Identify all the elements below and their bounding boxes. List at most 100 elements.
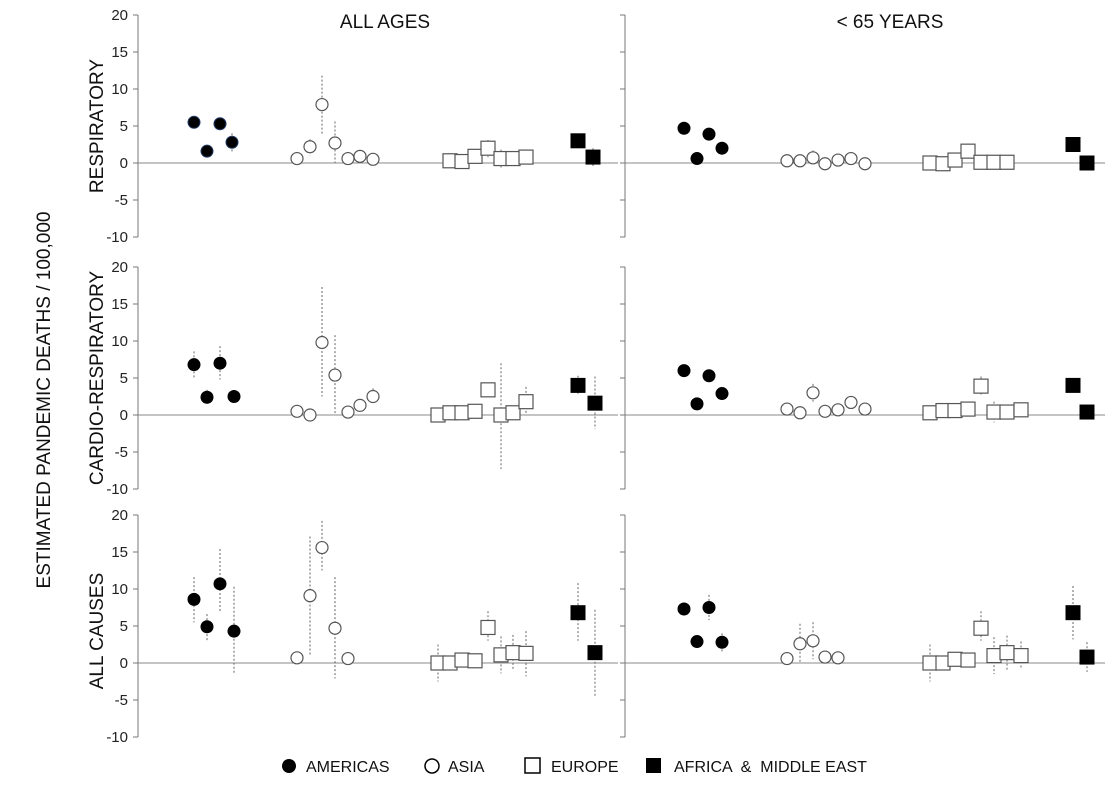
asia-point [780,651,794,666]
legend-label-africa: AFRICA & MIDDLE EAST [674,759,867,776]
y-tick-label: 10 [111,81,128,98]
asia-point [303,140,317,154]
europe-point [947,651,963,667]
asia-point [315,335,329,350]
americas-point [715,387,729,401]
asia-point [844,395,858,410]
row-label: RESPIRATORY [87,59,108,193]
text-layer: 20 15 10 5 0 -5 -10 20 15 10 5 0 -5 -10 20 15 10 5 0 -5 -10 A… [34,7,943,746]
europe-point [505,645,521,661]
europe-point [947,152,963,168]
africa-point [570,605,586,621]
row-label: ALL CAUSES [87,573,108,690]
africa-point [585,149,601,165]
europe-point [973,378,989,394]
asia-point [290,404,304,418]
asia-point [366,389,380,404]
asia-point [831,651,845,665]
americas-point [677,121,691,135]
americas-point [715,141,729,155]
legend-label-europe: EUROPE [551,759,619,776]
europe-point [960,652,976,668]
y-tick-label: 20 [111,7,128,24]
africa-point [1065,377,1081,393]
y-tick-label: 0 [120,655,128,672]
africa-point [587,395,603,411]
americas-point [213,117,227,131]
asia-point [290,651,304,665]
europe-point [922,405,938,421]
europe-point [518,645,534,661]
americas-point [200,144,214,158]
asia-point [366,152,380,166]
europe-point [505,150,521,167]
asia-point [328,621,342,635]
asia-point [831,153,845,167]
europe-point [947,402,963,419]
americas-point [702,369,716,383]
legend: AMERICAS ASIA EUROPE AFRICA & MIDDLE EAST [282,757,867,776]
europe-point [480,140,496,156]
legend-europe-marker [524,757,541,774]
americas-point [227,624,241,638]
europe-point [454,153,470,170]
column-title: ALL AGES [340,12,430,33]
europe-point [922,655,938,671]
asia-point [341,651,355,666]
y-tick-label: -10 [106,729,128,746]
americas-point [227,390,241,403]
europe-point [999,645,1015,661]
europe-point [518,394,534,410]
americas-point [213,577,227,591]
legend-asia-marker [424,758,440,774]
africa-point [570,133,586,149]
asia-point [328,136,342,150]
americas-point [702,127,716,141]
africa-point [1065,137,1081,152]
europe-point [960,401,976,417]
americas-point [677,602,691,616]
asia-point [341,151,355,166]
asia-point [793,154,807,168]
y-tick-label: -10 [106,229,128,246]
americas-point [187,358,201,372]
europe-point [480,619,496,636]
americas-point [225,135,239,149]
asia-point [341,405,355,419]
africa-point [1065,605,1081,621]
europe-point [973,154,989,170]
europe-point [467,148,483,164]
y-tick-label: 20 [111,259,128,276]
asia-point [844,151,858,166]
y-tick-label: 0 [120,155,128,172]
asia-point [818,157,832,171]
y-tick-label: 15 [111,296,128,313]
legend-africa-marker [646,758,661,773]
asia-point [806,151,820,165]
legend-label-americas: AMERICAS [306,759,390,776]
y-tick-label: 5 [120,370,128,387]
europe-point [986,154,1002,170]
europe-point [999,154,1015,170]
europe-point [454,405,470,421]
asia-point [290,151,304,166]
africa-point [587,645,603,661]
europe-point [973,620,989,636]
y-tick-label: 20 [111,507,128,524]
asia-point [353,398,367,412]
europe-point [1013,647,1029,664]
africa-point [1079,155,1095,171]
grid-layer [133,14,1105,738]
americas-point [690,152,704,166]
asia-point [780,402,794,416]
asia-point [858,157,872,171]
y-axis-title: ESTIMATED PANDEMIC DEATHS / 100,000 [34,212,55,589]
asia-point [780,154,794,168]
asia-point [793,637,807,651]
asia-point [328,368,342,382]
americas-point [690,635,704,649]
y-tick-label: -5 [115,192,128,209]
asia-point [353,149,367,163]
americas-point [677,364,691,378]
